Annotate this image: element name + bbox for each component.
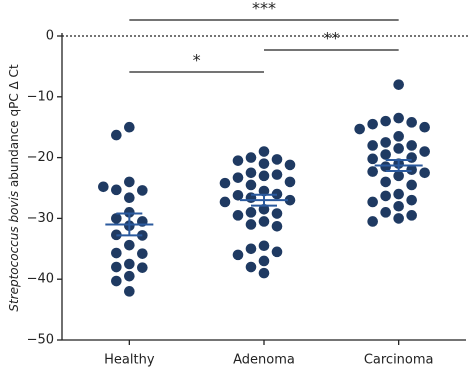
data-point [245, 219, 257, 230]
data-point [245, 243, 257, 255]
significance-label: ** [323, 29, 339, 48]
data-point [367, 216, 378, 227]
data-point [111, 229, 122, 241]
data-point [406, 140, 417, 151]
data-point [124, 176, 135, 188]
data-point [245, 261, 257, 273]
data-point [367, 196, 378, 208]
data-point [393, 112, 404, 124]
data-point [284, 194, 296, 206]
data-point [258, 146, 270, 157]
data-point [258, 255, 270, 267]
data-point [137, 185, 148, 196]
data-point [232, 189, 244, 201]
y-tick-label: −50 [27, 333, 54, 348]
data-point [367, 118, 378, 130]
data-point [406, 179, 417, 191]
y-axis-label: Streptococcus bovis abundance qPC Δ Ct [7, 64, 21, 312]
data-point [232, 155, 244, 166]
data-point [406, 152, 417, 163]
data-point [124, 258, 135, 270]
data-point [111, 261, 122, 273]
data-point [380, 190, 391, 202]
data-point [245, 207, 257, 218]
x-tick-label: Adenoma [233, 353, 295, 368]
data-point [245, 167, 257, 179]
data-point [393, 213, 404, 224]
data-point [124, 239, 135, 251]
data-point [124, 270, 135, 282]
data-point [124, 121, 135, 133]
data-point [258, 240, 270, 252]
y-label-unit: abundance qPC Δ Ct [7, 64, 21, 187]
data-point [271, 169, 283, 180]
data-point [367, 140, 378, 151]
data-point [393, 143, 404, 154]
data-point [406, 210, 417, 221]
significance-label: *** [252, 0, 276, 18]
data-point [380, 207, 391, 218]
data-point [245, 179, 257, 191]
data-point [271, 154, 283, 165]
data-point [367, 153, 378, 165]
data-point [124, 207, 135, 218]
data-point [393, 170, 404, 182]
y-label-species: Streptococcus bovis [7, 191, 21, 312]
data-point [380, 161, 391, 173]
y-tick-label: −10 [27, 89, 54, 104]
data-point [111, 275, 122, 287]
data-point [232, 249, 244, 261]
data-point [258, 216, 270, 227]
data-point [406, 194, 417, 206]
data-point [380, 137, 391, 148]
data-point [219, 177, 231, 189]
x-tick-label: Healthy [104, 353, 155, 368]
data-point [419, 146, 430, 157]
data-point [258, 158, 270, 169]
data-point [137, 248, 148, 259]
data-point [271, 208, 283, 219]
data-point [354, 123, 365, 135]
data-point [284, 176, 296, 188]
data-point [393, 131, 404, 142]
data-point [111, 213, 122, 224]
data-point [380, 176, 391, 188]
significance-label: * [193, 51, 201, 70]
data-point [393, 200, 404, 212]
data-point [98, 181, 109, 193]
data-point [124, 286, 135, 297]
data-point [393, 79, 404, 90]
data-point [232, 210, 244, 221]
data-point [232, 172, 244, 183]
data-point [245, 152, 257, 163]
data-point [393, 188, 404, 200]
data-point [258, 170, 270, 182]
y-tick-label: 0 [46, 29, 54, 44]
data-point [111, 184, 122, 196]
y-tick-label: −30 [27, 211, 54, 226]
data-point [406, 117, 417, 128]
data-point [271, 246, 283, 258]
data-point [380, 149, 391, 160]
data-point [124, 192, 135, 204]
data-point [284, 159, 296, 171]
data-point [111, 247, 122, 259]
data-point [137, 262, 148, 273]
y-tick-label: −20 [27, 150, 54, 165]
x-tick-label: Carcinoma [364, 353, 434, 368]
data-point [219, 196, 231, 208]
data-point [419, 121, 430, 133]
data-point [419, 167, 430, 179]
data-point [380, 115, 391, 127]
data-point [111, 129, 122, 141]
data-point [258, 267, 270, 279]
data-point [271, 221, 283, 232]
y-tick-label: −40 [27, 272, 54, 287]
data-point [406, 164, 417, 176]
data-point [367, 166, 378, 177]
